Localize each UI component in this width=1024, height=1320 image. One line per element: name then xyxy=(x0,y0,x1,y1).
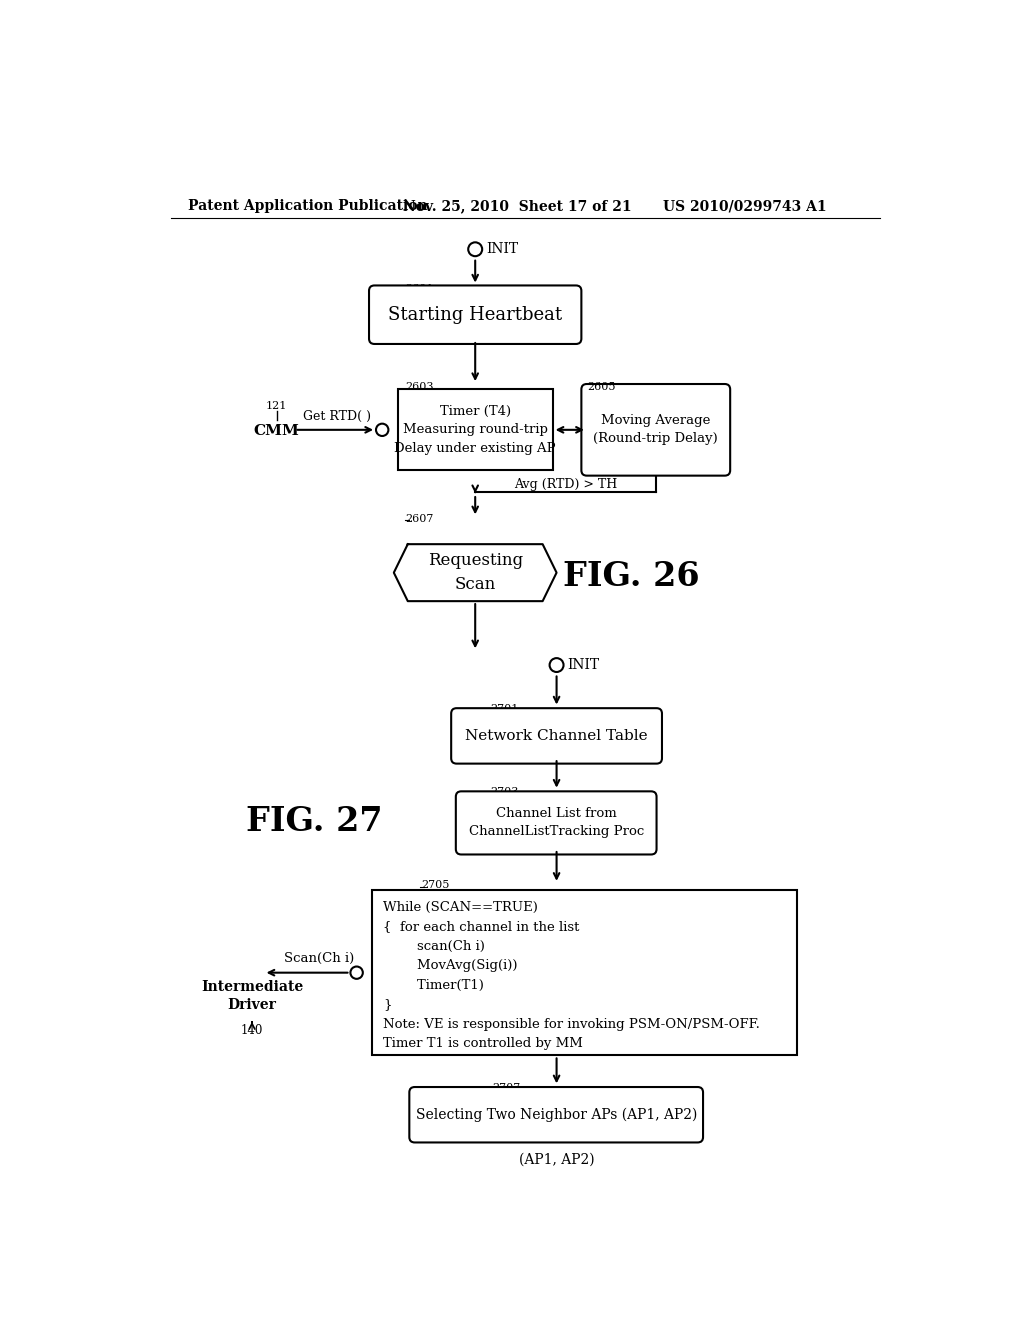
Text: 121: 121 xyxy=(266,401,288,412)
Text: Get RTD( ): Get RTD( ) xyxy=(303,409,372,422)
Bar xyxy=(372,890,797,1056)
Text: FIG. 27: FIG. 27 xyxy=(246,805,382,838)
Text: 2703: 2703 xyxy=(490,787,519,797)
FancyBboxPatch shape xyxy=(456,792,656,854)
FancyBboxPatch shape xyxy=(410,1088,703,1143)
Circle shape xyxy=(468,243,482,256)
Text: INIT: INIT xyxy=(486,243,518,256)
Text: Timer (T4)
Measuring round-trip
Delay under existing AP: Timer (T4) Measuring round-trip Delay un… xyxy=(394,405,556,455)
FancyBboxPatch shape xyxy=(369,285,582,345)
FancyBboxPatch shape xyxy=(582,384,730,475)
Text: 140: 140 xyxy=(241,1024,263,1038)
Text: 2601: 2601 xyxy=(406,284,434,294)
Text: Selecting Two Neighbor APs (AP1, AP2): Selecting Two Neighbor APs (AP1, AP2) xyxy=(416,1107,697,1122)
Text: FIG. 26: FIG. 26 xyxy=(563,560,700,593)
Text: Avg (RTD) > TH: Avg (RTD) > TH xyxy=(514,478,617,491)
Bar xyxy=(397,389,553,470)
Text: 2707: 2707 xyxy=(493,1082,520,1093)
Text: INIT: INIT xyxy=(567,659,599,672)
Circle shape xyxy=(550,659,563,672)
Text: Moving Average
(Round-trip Delay): Moving Average (Round-trip Delay) xyxy=(593,414,718,445)
Polygon shape xyxy=(394,544,557,601)
Text: Starting Heartbeat: Starting Heartbeat xyxy=(388,306,562,323)
Circle shape xyxy=(350,966,362,979)
Text: 2607: 2607 xyxy=(406,513,434,524)
Text: (AP1, AP2): (AP1, AP2) xyxy=(519,1154,594,1167)
Text: Nov. 25, 2010  Sheet 17 of 21: Nov. 25, 2010 Sheet 17 of 21 xyxy=(403,199,632,213)
Text: Channel List from
ChannelListTracking Proc: Channel List from ChannelListTracking Pr… xyxy=(469,808,644,838)
Text: US 2010/0299743 A1: US 2010/0299743 A1 xyxy=(663,199,826,213)
Text: 2701: 2701 xyxy=(490,704,519,714)
Text: 2603: 2603 xyxy=(406,381,434,392)
Circle shape xyxy=(376,424,388,436)
Text: 2605: 2605 xyxy=(587,381,615,392)
Text: Patent Application Publication: Patent Application Publication xyxy=(188,199,428,213)
Text: Network Channel Table: Network Channel Table xyxy=(465,729,648,743)
Text: CMM: CMM xyxy=(254,424,300,438)
Text: While (SCAN==TRUE)
{  for each channel in the list
        scan(Ch i)
        Mo: While (SCAN==TRUE) { for each channel in… xyxy=(383,900,760,1051)
Text: Requesting
Scan: Requesting Scan xyxy=(428,552,523,593)
Text: Intermediate
Driver: Intermediate Driver xyxy=(201,979,303,1012)
FancyBboxPatch shape xyxy=(452,708,662,763)
Text: 2705: 2705 xyxy=(421,880,450,890)
Text: Scan(Ch i): Scan(Ch i) xyxy=(285,952,354,965)
